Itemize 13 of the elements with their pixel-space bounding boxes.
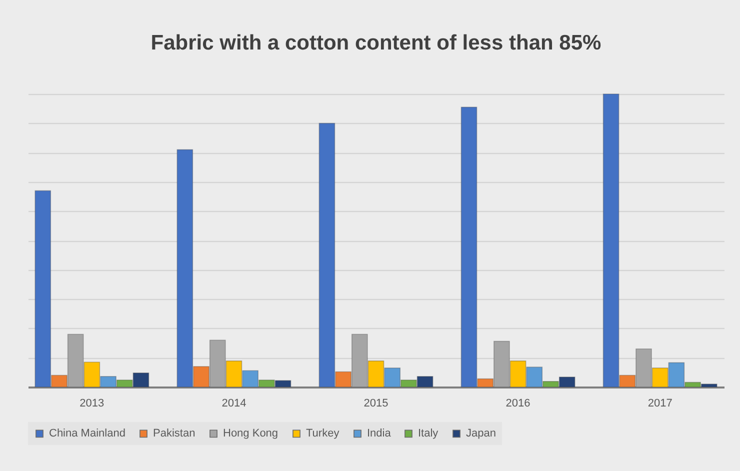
legend-label: Japan <box>466 428 496 440</box>
legend-label: Hong Kong <box>223 428 278 440</box>
x-tick-label: 2017 <box>648 398 672 410</box>
x-tick-label: 2015 <box>364 398 388 410</box>
legend-label: Italy <box>418 428 439 440</box>
legend-label: Turkey <box>306 428 340 440</box>
legend-label: Pakistan <box>153 428 196 440</box>
chart-title: Fabric with a cotton content of less than 85% <box>150 32 602 55</box>
x-tick-label: 2013 <box>80 398 104 410</box>
x-tick-label: 2016 <box>506 398 530 410</box>
legend-label: China Mainland <box>49 428 126 440</box>
x-tick-label: 2014 <box>222 398 246 410</box>
legend-label: India <box>367 428 392 440</box>
